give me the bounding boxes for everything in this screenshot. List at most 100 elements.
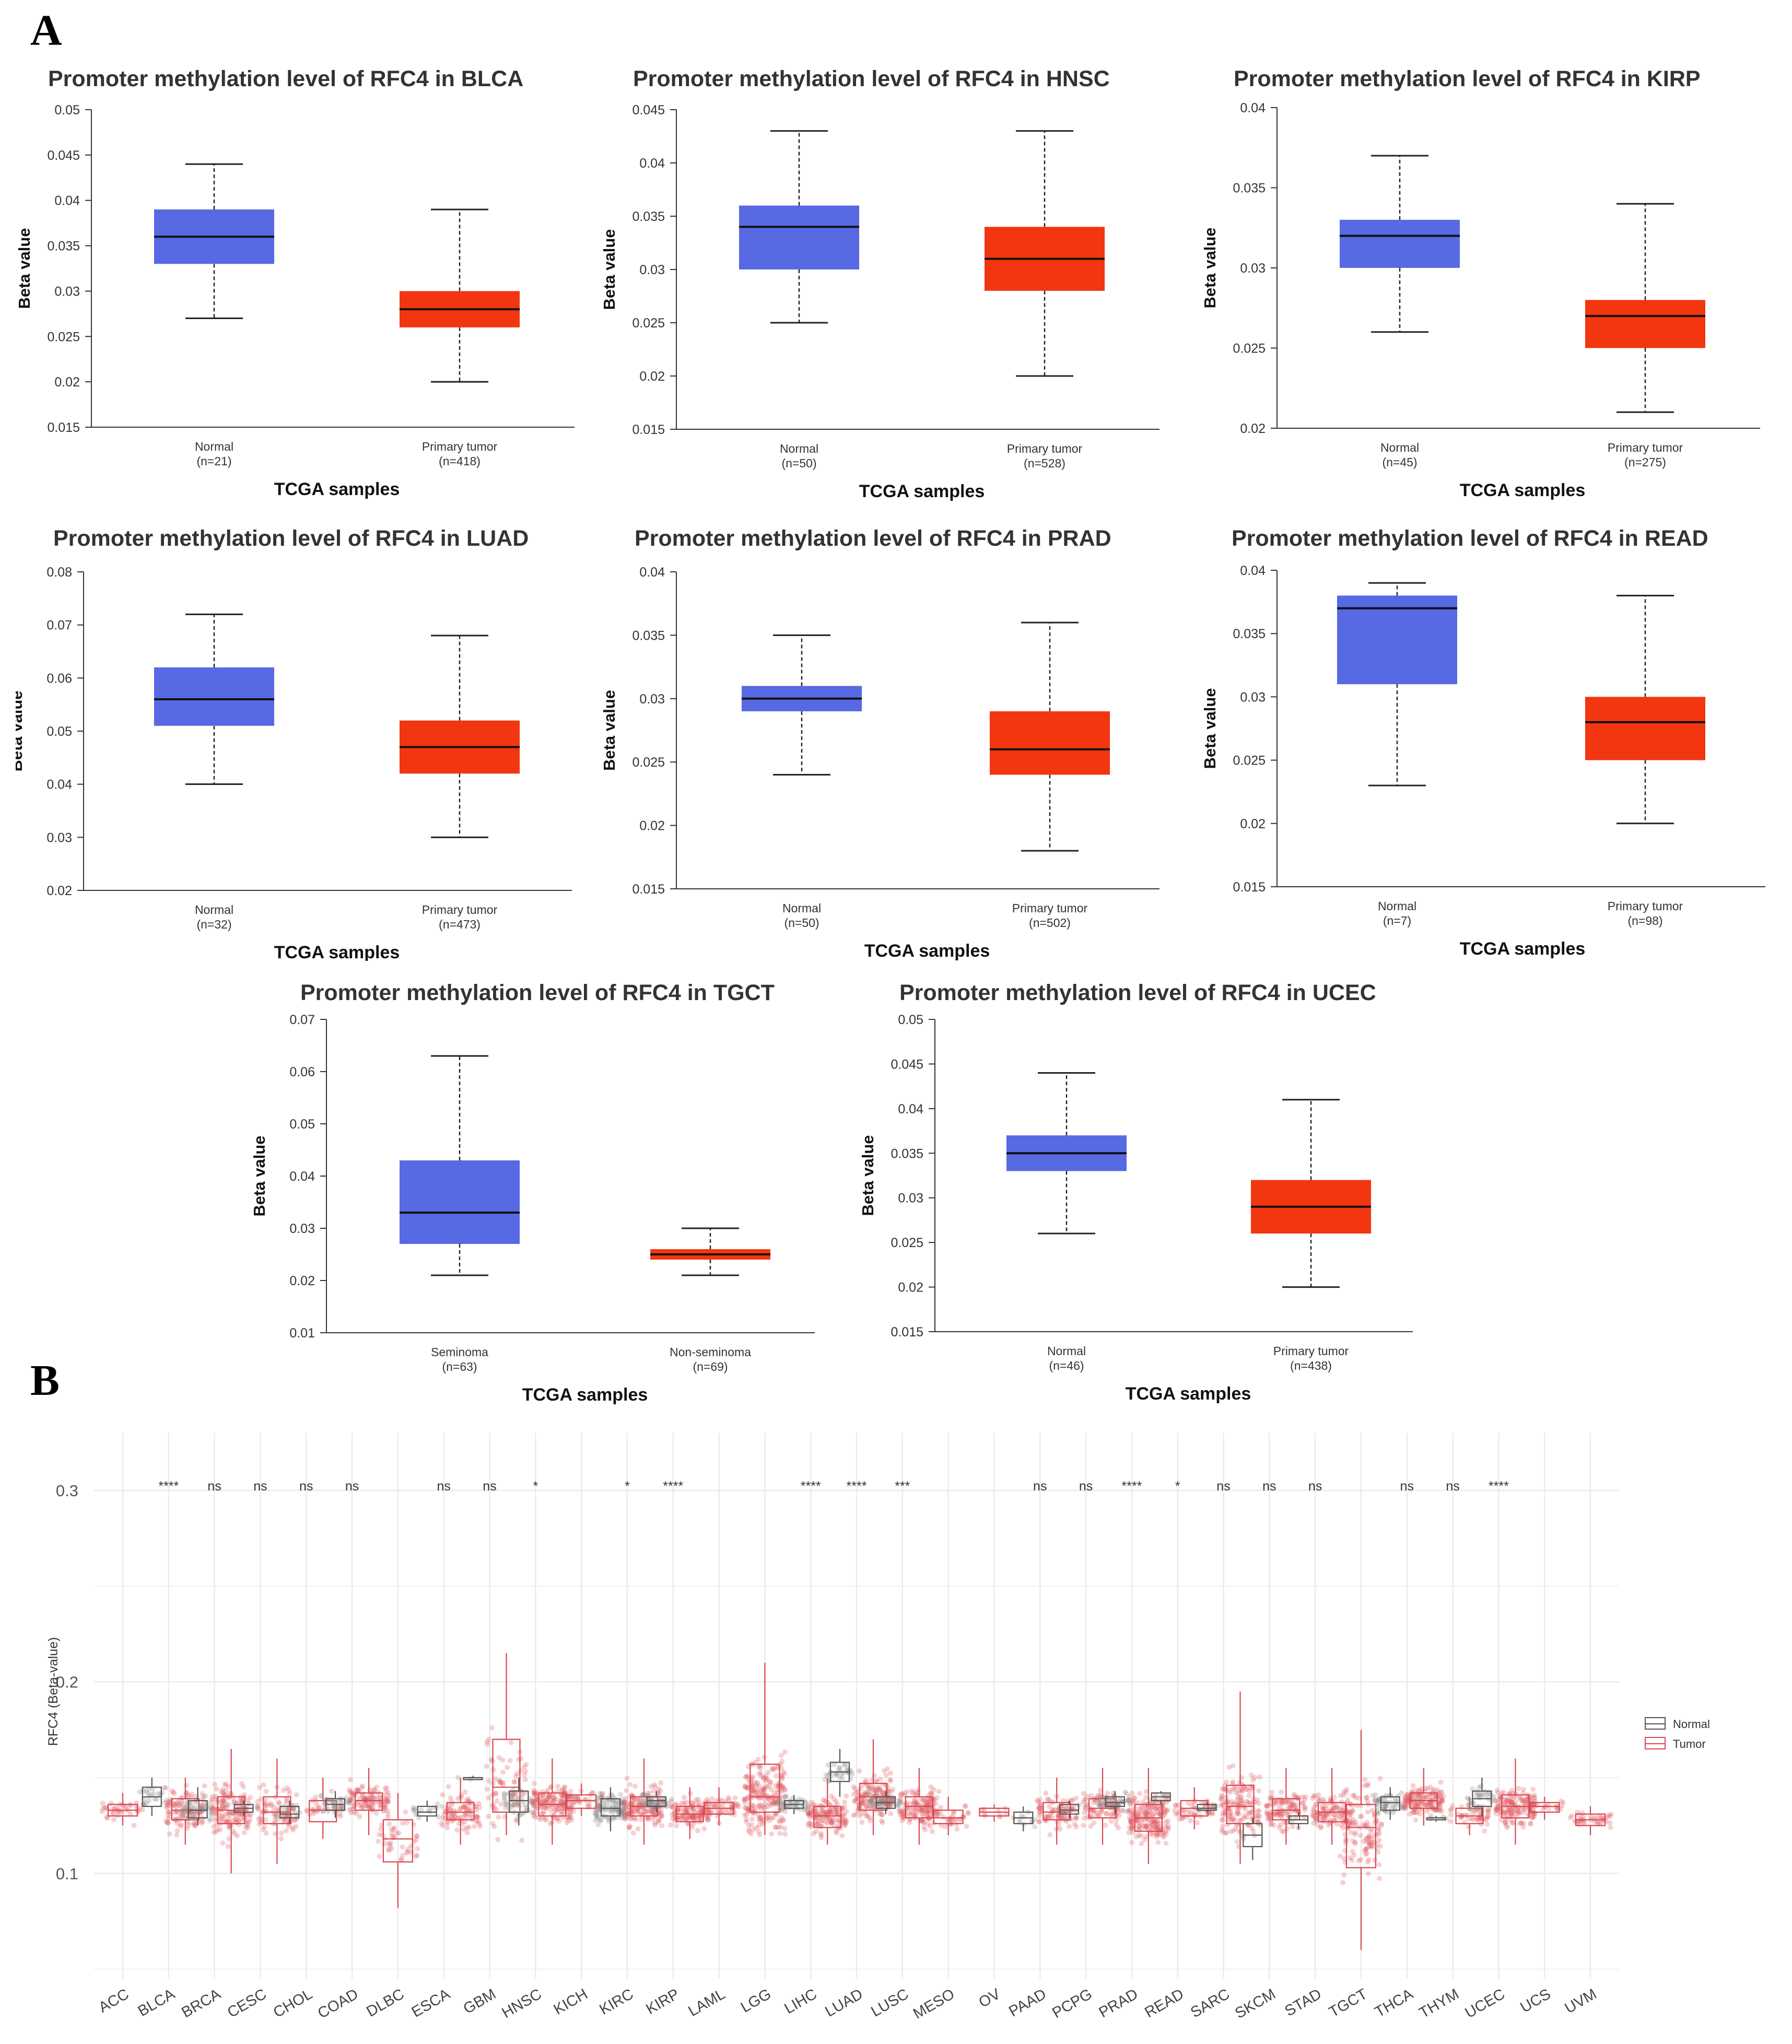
data-point	[246, 1801, 252, 1806]
data-point	[1318, 1825, 1323, 1830]
data-point	[400, 1852, 406, 1858]
data-point	[834, 1830, 839, 1836]
data-point	[613, 1802, 619, 1807]
data-point	[188, 1800, 193, 1806]
data-point	[1097, 1788, 1103, 1793]
data-point	[183, 1790, 189, 1795]
data-point	[964, 1824, 969, 1829]
data-point	[907, 1819, 912, 1825]
data-point	[743, 1785, 748, 1791]
data-point	[826, 1808, 832, 1814]
data-point	[693, 1815, 698, 1821]
data-point	[238, 1798, 243, 1804]
data-point	[1477, 1793, 1482, 1799]
data-point	[165, 1813, 171, 1818]
data-point	[564, 1820, 570, 1826]
data-point	[1128, 1819, 1133, 1825]
x-axis-title: TCGA samples	[1460, 939, 1586, 959]
x-tick-label: COAD	[315, 1986, 361, 2022]
tumor-box	[1401, 1768, 1446, 1826]
data-point	[674, 1808, 680, 1814]
data-point	[555, 1815, 560, 1821]
data-point	[668, 1822, 674, 1828]
data-point	[540, 1789, 545, 1795]
data-point	[756, 1764, 762, 1770]
data-point	[1249, 1825, 1255, 1831]
x-tick-label: ACC	[96, 1986, 132, 2016]
data-point	[179, 1822, 184, 1828]
data-point	[761, 1776, 767, 1781]
box-0	[154, 667, 274, 726]
data-point	[337, 1798, 343, 1804]
data-point	[1361, 1839, 1367, 1845]
data-point	[593, 1817, 599, 1823]
data-point	[616, 1811, 622, 1816]
data-point	[191, 1811, 196, 1817]
tumor-box	[484, 1653, 529, 1843]
data-point	[732, 1812, 737, 1818]
data-point	[532, 1790, 537, 1795]
data-point	[913, 1792, 919, 1798]
x-tick-label: KIRP	[643, 1986, 683, 2018]
data-point	[357, 1795, 363, 1801]
data-point	[515, 1801, 521, 1807]
data-point	[688, 1814, 694, 1820]
data-point	[635, 1809, 641, 1815]
data-point	[914, 1801, 920, 1807]
data-point	[695, 1828, 700, 1834]
data-point	[566, 1802, 572, 1808]
data-point	[400, 1820, 405, 1826]
data-point	[890, 1796, 896, 1802]
data-point	[263, 1803, 268, 1808]
data-point	[886, 1802, 892, 1808]
data-point	[854, 1796, 860, 1802]
data-point	[736, 1804, 742, 1810]
data-point	[220, 1804, 226, 1810]
data-point	[476, 1821, 482, 1827]
data-point	[559, 1788, 565, 1793]
data-point	[337, 1813, 343, 1819]
data-point	[635, 1805, 640, 1811]
data-point	[404, 1820, 409, 1826]
data-point	[756, 1816, 762, 1822]
box	[600, 1798, 621, 1817]
tumor-box	[438, 1778, 483, 1845]
data-point	[359, 1785, 365, 1791]
data-point	[1484, 1821, 1490, 1827]
data-point	[1126, 1810, 1132, 1815]
data-point	[674, 1823, 680, 1829]
data-point	[656, 1786, 662, 1792]
data-point	[464, 1807, 470, 1813]
x-axis-title: TCGA samples	[274, 943, 400, 961]
data-point	[831, 1822, 837, 1828]
data-point	[916, 1790, 921, 1796]
data-point	[221, 1798, 227, 1803]
data-point	[760, 1817, 766, 1823]
data-point	[182, 1805, 188, 1811]
data-point	[362, 1797, 368, 1803]
data-point	[751, 1827, 756, 1832]
significance-label: ***	[895, 1479, 910, 1494]
data-point	[500, 1782, 506, 1788]
data-point	[1378, 1821, 1384, 1827]
data-point	[841, 1817, 847, 1823]
data-point	[1437, 1808, 1443, 1814]
data-point	[1222, 1830, 1228, 1836]
data-point	[865, 1785, 871, 1791]
data-point	[782, 1808, 788, 1814]
data-point	[875, 1786, 881, 1792]
x-tick-label: BLCA	[135, 1986, 178, 2020]
group-count: (n=46)	[1049, 1359, 1084, 1372]
data-point	[244, 1812, 250, 1818]
data-point	[494, 1798, 500, 1804]
significance-label: ****	[1121, 1479, 1142, 1494]
data-point	[283, 1801, 289, 1807]
data-point	[759, 1803, 765, 1808]
data-point	[803, 1800, 809, 1805]
data-point	[1348, 1821, 1354, 1827]
data-point	[1143, 1825, 1149, 1831]
data-point	[337, 1811, 343, 1817]
data-point	[813, 1810, 819, 1816]
data-point	[698, 1808, 704, 1814]
data-point	[860, 1801, 866, 1806]
